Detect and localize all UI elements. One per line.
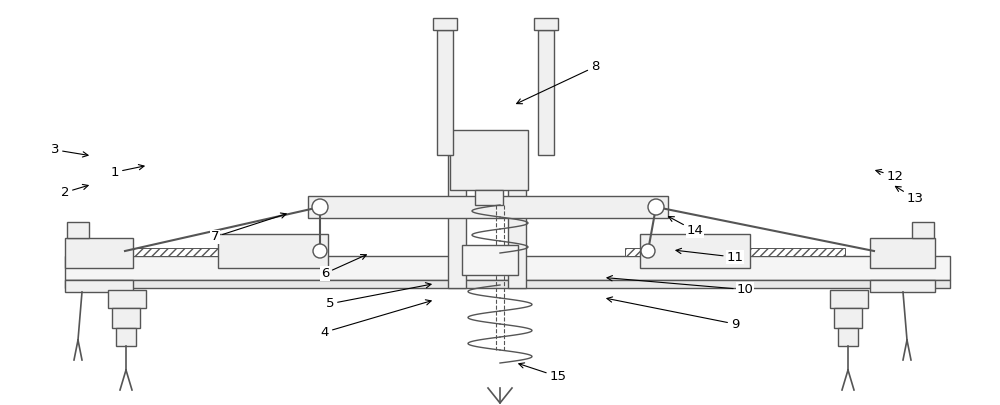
Text: 3: 3 — [51, 143, 88, 157]
Text: 10: 10 — [607, 275, 753, 296]
Text: 13: 13 — [895, 186, 924, 205]
Bar — [65, 238, 133, 268]
Text: 6: 6 — [321, 254, 366, 280]
Text: 9: 9 — [607, 297, 739, 330]
Text: 15: 15 — [519, 363, 566, 383]
Text: 1: 1 — [111, 164, 144, 179]
Bar — [108, 290, 146, 308]
Circle shape — [641, 244, 655, 258]
Text: 11: 11 — [676, 248, 744, 264]
Bar — [65, 280, 133, 292]
Bar — [448, 155, 466, 288]
Bar — [65, 280, 950, 288]
Circle shape — [313, 244, 327, 258]
Bar — [475, 190, 503, 205]
Bar — [116, 328, 136, 346]
Bar — [437, 30, 453, 155]
Bar — [450, 130, 528, 190]
Bar — [433, 18, 457, 30]
Bar — [67, 222, 89, 238]
Bar — [870, 280, 935, 292]
Text: 4: 4 — [321, 300, 431, 339]
Bar — [534, 18, 558, 30]
Text: 8: 8 — [517, 60, 599, 104]
Text: 2: 2 — [61, 184, 88, 199]
Bar — [838, 328, 858, 346]
Bar — [218, 234, 328, 268]
Text: 12: 12 — [876, 169, 904, 183]
Text: 14: 14 — [669, 217, 703, 237]
Bar — [870, 238, 935, 268]
Bar — [625, 248, 845, 256]
Bar — [308, 196, 668, 218]
Bar — [130, 248, 280, 256]
Bar — [640, 234, 750, 268]
Bar — [912, 222, 934, 238]
Circle shape — [648, 199, 664, 215]
Bar — [65, 256, 950, 280]
Text: 5: 5 — [326, 283, 431, 310]
Bar — [462, 245, 518, 275]
Circle shape — [312, 199, 328, 215]
Bar — [112, 308, 140, 328]
Text: 7: 7 — [211, 213, 286, 243]
Bar — [834, 308, 862, 328]
Bar — [508, 155, 526, 288]
Bar — [538, 30, 554, 155]
Bar — [830, 290, 868, 308]
